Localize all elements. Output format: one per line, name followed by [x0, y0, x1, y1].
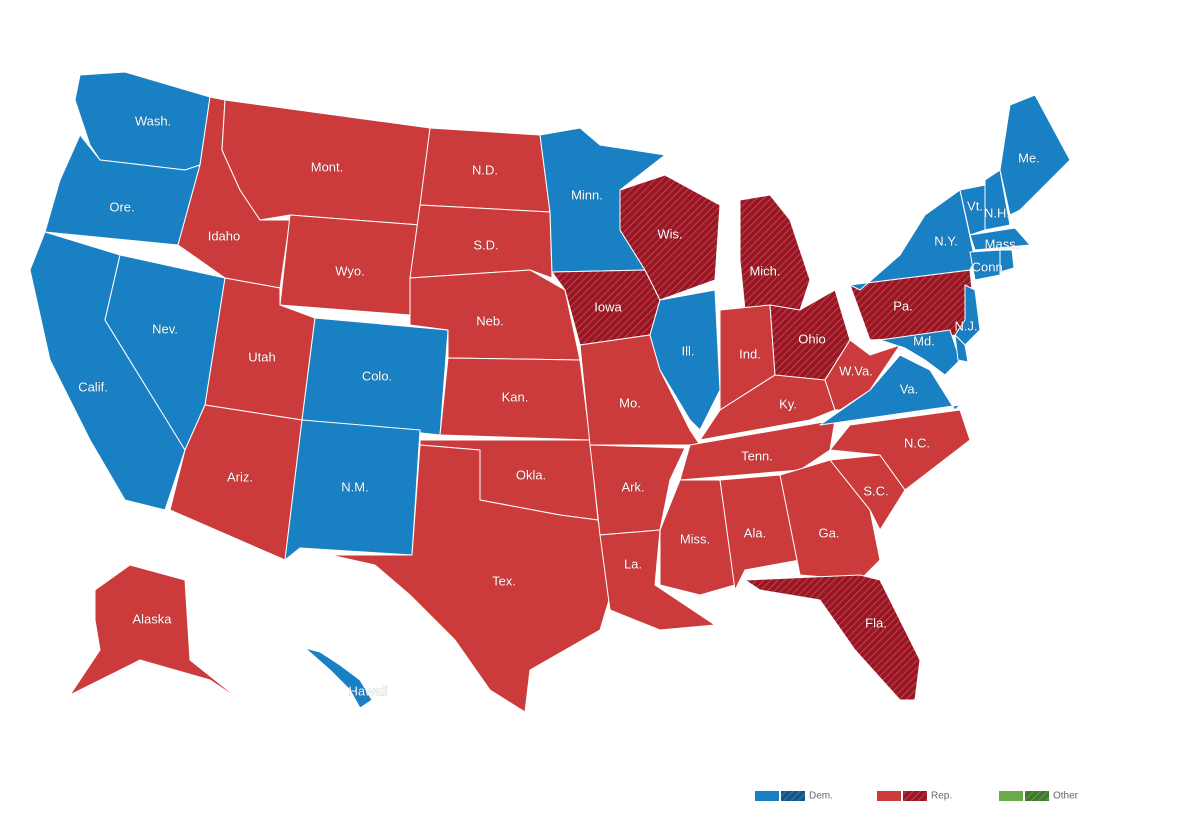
state-label: Pa.	[893, 298, 913, 313]
state	[879, 329, 961, 376]
state-label: Miss.	[680, 531, 710, 546]
state-label: N.C.	[904, 435, 930, 450]
state	[304, 647, 373, 709]
state-label: N.H.	[984, 205, 1010, 220]
state	[284, 419, 421, 561]
state-flip-hatch	[745, 575, 920, 700]
state-label: Wash.	[135, 113, 171, 128]
legend-swatch	[999, 791, 1023, 801]
state-label: Ore.	[109, 199, 134, 214]
state-label: Alaska	[132, 611, 172, 626]
state-label: Conn.	[972, 259, 1007, 274]
state	[589, 444, 686, 536]
state-label: Ariz.	[227, 469, 253, 484]
state-label: Vt.	[967, 198, 983, 213]
state	[824, 339, 901, 411]
legend-swatch-hatch	[1025, 791, 1049, 801]
state	[829, 409, 971, 491]
state-label: Kan.	[502, 389, 529, 404]
state-label: Neb.	[476, 313, 503, 328]
state-label: N.M.	[341, 479, 368, 494]
state-flip-hatch	[770, 290, 850, 380]
state	[719, 474, 801, 591]
state-label: Wis.	[657, 226, 682, 241]
state-label: Ala.	[744, 525, 766, 540]
legend-label: Rep.	[931, 791, 952, 802]
state-label: Okla.	[516, 467, 546, 482]
states	[29, 71, 1071, 713]
legend-swatch	[755, 791, 779, 801]
state-label: Mont.	[311, 159, 344, 174]
state-label: Ark.	[621, 479, 644, 494]
state	[999, 94, 1071, 216]
state	[679, 419, 836, 481]
legend-label: Other	[1053, 791, 1079, 802]
state-label: Mich.	[749, 263, 780, 278]
state-label: Hawaii	[348, 683, 387, 698]
state-flip-hatch	[850, 270, 975, 340]
state-label: Md.	[913, 333, 935, 348]
state-label: Me.	[1018, 150, 1040, 165]
state-label: Minn.	[571, 187, 603, 202]
state-labels: Wash. Ore. Calif. Nev. Idaho Mont. Wyo. Utah Col…	[78, 113, 1041, 699]
state-label: Ga.	[819, 525, 840, 540]
state-label: Tex.	[492, 573, 516, 588]
state-label: Ill.	[682, 343, 695, 358]
state-label: Nev.	[152, 321, 178, 336]
state-label: Utah	[248, 349, 275, 364]
state-label: Colo.	[362, 368, 392, 383]
state-label: W.Va.	[839, 363, 873, 378]
legend-swatch-hatch	[903, 791, 927, 801]
state-label: Va.	[900, 381, 919, 396]
state	[999, 249, 1015, 273]
state-flip-hatch	[740, 195, 810, 310]
state-flip-hatch	[552, 270, 660, 345]
state-label: Iowa	[594, 299, 622, 314]
state-label: Ohio	[798, 331, 825, 346]
state	[969, 227, 1031, 251]
state	[969, 249, 1001, 281]
state	[954, 334, 969, 363]
legend-label: Dem.	[809, 791, 833, 802]
state-label: Fla.	[865, 615, 887, 630]
state-label: Calif.	[78, 379, 108, 394]
legend: Dem. Rep. Other	[755, 791, 1079, 802]
state-label: N.D.	[472, 162, 498, 177]
state-label: S.D.	[473, 237, 498, 252]
state-label: Ky.	[779, 396, 797, 411]
state-label: Mo.	[619, 395, 641, 410]
state-label: Tenn.	[741, 448, 773, 463]
state	[169, 404, 303, 561]
state	[329, 444, 613, 713]
state	[829, 454, 906, 531]
state	[984, 169, 1011, 231]
state-label: N.J.	[954, 318, 977, 333]
legend-swatch-hatch	[781, 791, 805, 801]
state-label: La.	[624, 556, 642, 571]
state-label: S.C.	[863, 483, 888, 498]
state-label: Mass.	[985, 236, 1020, 251]
state-label: Idaho	[208, 228, 241, 243]
state	[409, 204, 553, 279]
state-flip-hatch	[620, 175, 720, 300]
state-label: Ind.	[739, 346, 761, 361]
state-label: N.Y.	[934, 233, 958, 248]
state	[649, 289, 721, 431]
legend-swatch	[877, 791, 901, 801]
state-label: Wyo.	[335, 263, 365, 278]
state	[69, 564, 241, 701]
